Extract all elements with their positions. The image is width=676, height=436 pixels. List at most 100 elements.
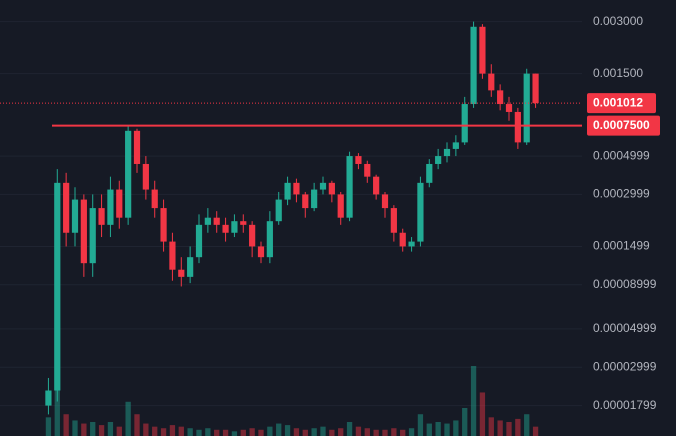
candle-body [284, 182, 291, 200]
candle-body [346, 156, 353, 218]
volume-bar [506, 422, 512, 436]
volume-bar [196, 429, 202, 436]
candle-body [63, 182, 70, 233]
volume-bar [417, 414, 424, 436]
candle-body [133, 130, 141, 164]
y-tick-label: 0.00008999 [593, 277, 657, 291]
candle-body [151, 189, 158, 209]
volume-bar [45, 417, 52, 436]
candle-body [160, 208, 167, 242]
candle-body [116, 189, 123, 218]
y-tick-label: 0.0004999 [593, 148, 650, 162]
volume-bar [382, 429, 388, 436]
volume-bar [338, 428, 344, 436]
candle-body [505, 104, 513, 112]
volume-bar [293, 428, 300, 436]
candle-body [54, 182, 61, 391]
volume-bar [408, 428, 415, 436]
candle-body [204, 217, 211, 225]
candle-body [417, 182, 424, 242]
volume-bar [329, 429, 335, 436]
volume-bar [355, 426, 362, 436]
volume-bar [311, 428, 317, 436]
candle-body [80, 199, 87, 264]
candle-body [195, 224, 203, 258]
candle-body [302, 194, 309, 209]
candle-body [142, 163, 149, 190]
candle-body [266, 221, 273, 258]
volume-bar [488, 417, 494, 436]
candle-body [187, 257, 194, 277]
volume-bar [267, 426, 273, 436]
volume-bar [276, 423, 282, 436]
candle-body [364, 163, 371, 177]
candle-body [470, 26, 477, 105]
candle-body [488, 73, 495, 91]
candle-body [479, 26, 486, 74]
candle-body [311, 189, 318, 209]
candle-body [381, 194, 389, 209]
y-tick-label: 0.0002999 [593, 187, 650, 201]
volume-bar [54, 389, 60, 436]
volume-bar [320, 426, 326, 436]
volume-bar [178, 426, 184, 436]
candle-body [249, 224, 256, 247]
candle-body [319, 182, 327, 190]
candle-body [125, 130, 132, 218]
volume-bar [205, 428, 211, 436]
candle-body [169, 241, 176, 270]
volume-bar [160, 428, 167, 436]
volume-bar [532, 426, 539, 436]
current-price-label: 0.001012 [593, 95, 643, 109]
volume-bar [116, 426, 122, 436]
y-tick-label: 0.0001499 [593, 239, 650, 253]
volume-bar [435, 422, 441, 436]
candle-body [240, 221, 247, 225]
volume-bar [284, 425, 291, 436]
volume-bar [346, 422, 353, 436]
horizontal-line-label-box [587, 115, 660, 136]
volume-bar [524, 414, 530, 436]
volume-bar [134, 414, 140, 436]
candle-body [355, 156, 362, 164]
candle-body [514, 111, 521, 143]
volume-bar [107, 422, 114, 436]
candle-body [390, 208, 397, 233]
y-tick-label: 0.003000 [593, 14, 643, 28]
volume-bar [222, 429, 229, 436]
candle-body [328, 182, 335, 195]
volume-bar [187, 428, 193, 436]
volume-bar [258, 429, 264, 436]
candle-body [373, 176, 380, 195]
candle-body [435, 156, 442, 164]
candle-body [497, 90, 504, 105]
candle-body [426, 163, 433, 183]
candle-body [231, 221, 238, 233]
volume-bar [72, 420, 78, 436]
y-tick-label: 0.00001799 [593, 398, 657, 412]
volume-bar [426, 423, 432, 436]
candle-body [532, 73, 539, 104]
candle-body [399, 232, 406, 247]
horizontal-line-label: 0.0007500 [593, 118, 650, 132]
volume-bar [152, 426, 158, 436]
volume-bar [240, 429, 246, 436]
candle-body [178, 269, 185, 277]
candle-body [222, 224, 229, 233]
candle-body [443, 148, 451, 157]
volume-bar [462, 408, 468, 436]
candle-body [89, 208, 96, 264]
candle-body [257, 246, 265, 258]
candle-body [293, 182, 300, 195]
current-price-label-box [587, 93, 656, 114]
volume-bar [249, 428, 255, 436]
volume-bar [497, 420, 503, 436]
volume-bar [391, 428, 397, 436]
y-tick-label: 0.00002999 [593, 359, 657, 373]
candle-body [337, 194, 344, 218]
volume-bar [63, 414, 69, 436]
volume-bar [90, 422, 96, 436]
candle-body [523, 73, 530, 143]
